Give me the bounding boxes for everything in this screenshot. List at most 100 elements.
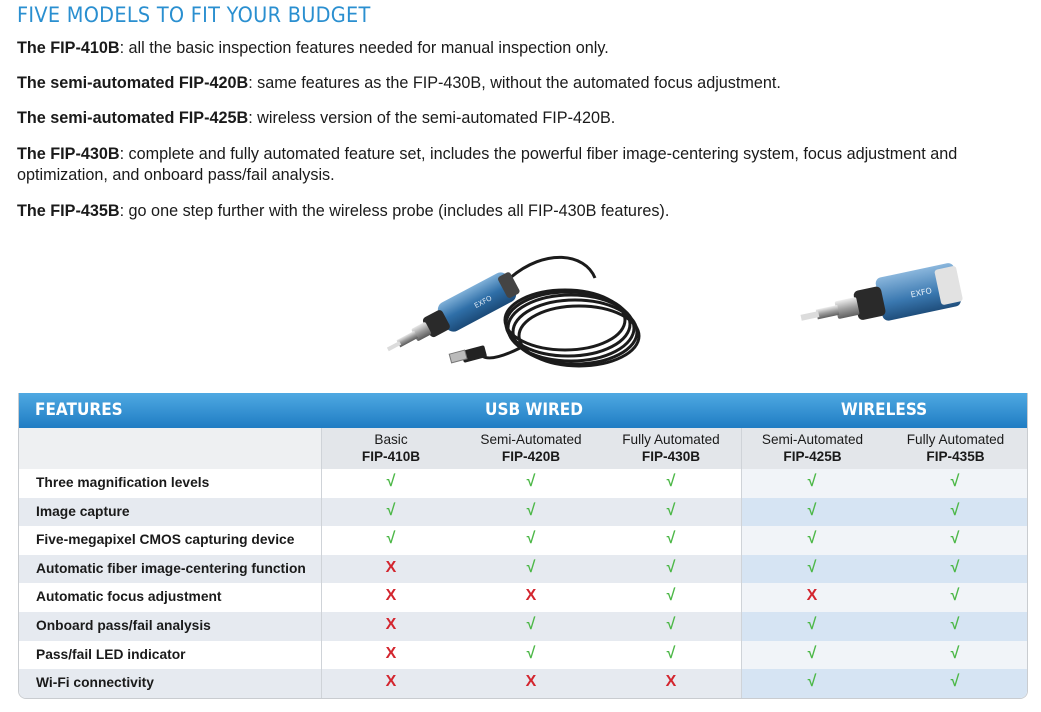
cross-icon: X — [806, 587, 818, 605]
check-icon: √ — [950, 616, 960, 633]
column-header-fip-425b: Semi-Automated FIP-425B — [741, 431, 884, 465]
feature-label: Onboard pass/fail analysis — [36, 618, 211, 633]
check-icon: √ — [807, 530, 817, 548]
feature-label: Five-megapixel CMOS capturing device — [36, 532, 295, 548]
cross-icon: X — [385, 673, 397, 691]
column-model: FIP-420B — [501, 449, 561, 464]
check-icon: √ — [950, 644, 960, 662]
subheader-blank — [19, 428, 321, 469]
feature-label: Pass/fail LED indicator — [36, 646, 186, 662]
cross-icon: X — [665, 673, 677, 691]
row-background-wireless — [741, 583, 1027, 612]
table-row: Three magnification levels √ √ √ √ √ — [19, 469, 1027, 498]
check-icon: √ — [666, 501, 676, 519]
check-icon: √ — [526, 558, 536, 576]
check-icon: √ — [526, 473, 536, 490]
check-icon: √ — [807, 501, 817, 519]
column-divider — [321, 428, 322, 698]
model-fip-410b: The FIP-410B: all the basic inspection f… — [17, 38, 609, 59]
table-row: Automatic focus adjustment X X √ X √ — [19, 583, 1027, 612]
column-tier: Basic — [374, 432, 408, 447]
row-background-wireless — [741, 526, 1027, 555]
model-fip-430b: The FIP-430B: complete and fully automat… — [17, 144, 1032, 186]
row-background-wireless — [741, 497, 1027, 527]
row-background — [19, 554, 741, 584]
check-icon: √ — [666, 558, 676, 576]
model-desc: : same features as the FIP-430B, without… — [248, 74, 781, 92]
check-icon: √ — [666, 616, 676, 633]
check-icon: √ — [950, 501, 960, 519]
row-background — [19, 669, 741, 698]
cross-icon: X — [525, 673, 537, 691]
model-fip-435b: The FIP-435B: go one step further with t… — [17, 201, 669, 222]
feature-label: Automatic fiber image-centering function — [36, 560, 306, 576]
comparison-table: FEATURES USB WIRED WIRELESS Three magnif… — [18, 393, 1028, 699]
check-icon: √ — [950, 473, 960, 490]
model-fip-420b: The semi-automated FIP-420B: same featur… — [17, 73, 781, 94]
column-model: FIP-435B — [926, 449, 985, 464]
check-icon: √ — [807, 473, 817, 490]
row-background-wireless — [741, 641, 1027, 670]
feature-label: Image capture — [36, 503, 130, 519]
check-icon: √ — [386, 530, 396, 548]
column-divider — [741, 428, 742, 698]
subheader-wireless — [741, 428, 1027, 469]
wireless-probe-photo: EXFO — [800, 263, 963, 321]
check-icon: √ — [666, 587, 676, 605]
column-tier: Semi-Automated — [761, 432, 864, 447]
feature-label: Three magnification levels — [36, 475, 210, 490]
column-header-fip-410b: Basic FIP-410B — [321, 431, 461, 465]
cross-icon: X — [385, 644, 397, 662]
row-background-wireless — [741, 469, 1027, 498]
check-icon: √ — [526, 644, 536, 662]
check-icon: √ — [950, 587, 960, 605]
model-name: The semi-automated FIP-420B — [17, 74, 249, 92]
feature-label: Automatic focus adjustment — [36, 589, 222, 605]
table-row: Pass/fail LED indicator X √ √ √ √ — [19, 641, 1027, 670]
header-wireless: WIRELESS — [840, 400, 928, 420]
check-icon: √ — [666, 644, 676, 662]
model-desc: : wireless version of the semi-automated… — [248, 109, 616, 127]
check-icon: √ — [950, 673, 960, 691]
table-row: Automatic fiber image-centering function… — [19, 554, 1027, 584]
cross-icon: X — [385, 587, 397, 605]
wired-probe-photo: EXFO — [386, 255, 641, 368]
check-icon: √ — [666, 473, 676, 490]
column-header-fip-435b: Fully Automated FIP-435B — [884, 431, 1027, 465]
check-icon: √ — [950, 558, 960, 576]
row-background — [19, 497, 741, 527]
cross-icon: X — [385, 616, 397, 633]
model-name: The FIP-410B — [17, 39, 120, 57]
check-icon: √ — [526, 530, 536, 548]
table-row: Onboard pass/fail analysis X √ √ √ √ — [19, 612, 1027, 641]
column-model: FIP-410B — [361, 449, 421, 464]
column-tier: Semi-Automated — [480, 432, 582, 447]
page-heading: FIVE MODELS TO FIT YOUR BUDGET — [17, 3, 371, 27]
table-row: Image capture √ √ √ √ √ — [19, 497, 1027, 527]
row-background-wireless — [741, 554, 1027, 584]
model-desc: : go one step further with the wireless … — [119, 202, 670, 220]
model-name: The FIP-435B — [17, 202, 120, 220]
check-icon: √ — [666, 530, 676, 548]
probe-brand-label: EXFO — [910, 286, 933, 299]
model-name: The FIP-430B — [17, 145, 120, 163]
column-tier: Fully Automated — [906, 432, 1005, 447]
model-desc: : complete and fully automated feature s… — [17, 145, 958, 184]
row-background-wireless — [741, 612, 1027, 641]
check-icon: √ — [807, 558, 817, 576]
header-features: FEATURES — [35, 400, 123, 420]
table-header-bar: FEATURES USB WIRED WIRELESS — [19, 393, 1027, 428]
table-row: Wi-Fi connectivity X X X √ √ — [19, 669, 1027, 698]
column-model: FIP-425B — [783, 449, 842, 464]
subheader-usb — [321, 428, 741, 469]
model-desc: : all the basic inspection features need… — [119, 39, 609, 57]
cross-icon: X — [385, 558, 397, 576]
row-background — [19, 612, 741, 641]
column-header-fip-430b: Fully Automated FIP-430B — [601, 431, 741, 465]
table-row: Five-megapixel CMOS capturing device √ √ √ √… — [19, 526, 1027, 555]
model-name: The semi-automated FIP-425B — [17, 109, 249, 127]
check-icon: √ — [807, 616, 817, 633]
check-icon: √ — [526, 616, 536, 633]
check-icon: √ — [807, 673, 817, 691]
model-fip-425b: The semi-automated FIP-425B: wireless ve… — [17, 108, 615, 129]
